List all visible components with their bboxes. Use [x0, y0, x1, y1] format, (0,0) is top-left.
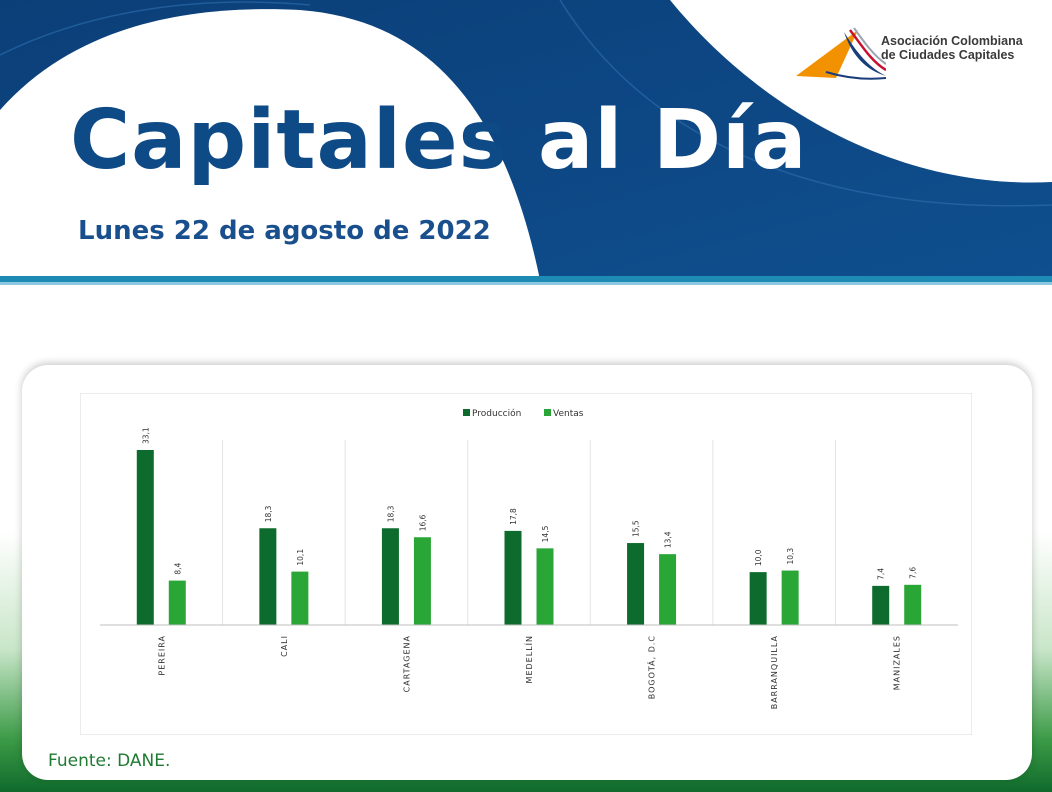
title-part-2: al Día: [537, 93, 808, 188]
data-label: 14,5: [541, 525, 550, 542]
logo-swoosh-icon: [796, 27, 887, 80]
header-bottom-stripe: [0, 276, 1052, 282]
bar-produccion: [136, 450, 154, 625]
header-corner-white: [670, 0, 1052, 183]
data-label: 15,5: [632, 520, 641, 537]
date-subtitle: Lunes 22 de agosto de 2022: [78, 216, 491, 246]
bar-produccion: [627, 543, 645, 625]
data-label: 18,3: [264, 505, 273, 522]
header-banner: [0, 0, 1052, 285]
data-label: 13,4: [664, 531, 673, 548]
chart-dividers: [222, 440, 836, 625]
legend-label-1: Ventas: [553, 409, 584, 419]
bar-produccion: [749, 572, 767, 625]
chart-value-labels: 33,1 8,4 18,3 10,1 18,3 16,6 17,8 14,5 15,5 13,4 1…: [141, 427, 917, 580]
header-curve-line-left: [0, 1, 311, 56]
category-label: MEDELLÍN: [523, 635, 534, 683]
bar-produccion: [381, 528, 399, 625]
bar-produccion: [504, 530, 522, 625]
data-label: 17,8: [509, 508, 518, 525]
header-bottom-stripe-light: [0, 282, 1052, 285]
logo-text-line-1: Asociación Colombiana: [881, 34, 1023, 48]
category-label: CARTAGENA: [402, 635, 411, 692]
bar-ventas: [168, 580, 186, 625]
legend-swatch-1: [544, 409, 551, 416]
bar-ventas: [413, 537, 431, 625]
category-label: BARRANQUILLA: [770, 635, 779, 709]
title-part-1: Capitales: [70, 93, 509, 188]
category-label: BOGOTÁ, D.C: [646, 635, 657, 699]
chart-legend: Producción Ventas: [463, 408, 584, 419]
header-curve-line: [559, 0, 1052, 207]
logo: Asociación Colombiana de Ciudades Capita…: [796, 26, 1036, 82]
category-label: PEREIRA: [157, 635, 166, 676]
data-label: 10,3: [786, 548, 795, 565]
logo-text-line-2: de Ciudades Capitales: [881, 48, 1015, 62]
chart-category-labels: PEREIRA CALI CARTAGENA MEDELLÍN BOGOTÁ, D.C B…: [157, 635, 901, 709]
logo-text: Asociación Colombiana de Ciudades Capita…: [881, 34, 1023, 62]
data-label: 8,4: [173, 562, 182, 574]
bar-produccion: [259, 528, 277, 625]
legend-label-0: Producción: [472, 408, 521, 419]
category-label: MANIZALES: [893, 635, 902, 690]
data-label: 18,3: [386, 505, 395, 522]
page-title: Capitales al Día: [70, 100, 807, 182]
data-label: 10,1: [296, 549, 305, 566]
bar-ventas: [536, 548, 554, 625]
data-label: 16,6: [418, 514, 427, 531]
bar-chart: Producción Ventas 33,1 8,4 18,3 10,1 18,3 16,6…: [80, 393, 972, 735]
data-label: 33,1: [141, 427, 150, 444]
bar-ventas: [904, 584, 922, 625]
chart-area: [80, 393, 972, 735]
chart-bars: [136, 450, 922, 625]
data-label: 7,4: [877, 568, 886, 580]
category-label: CALI: [280, 635, 289, 657]
bar-ventas: [781, 570, 799, 625]
legend-swatch-0: [463, 409, 470, 416]
source-note: Fuente: DANE.: [48, 751, 171, 771]
bar-produccion: [872, 585, 890, 625]
data-label: 7,6: [909, 567, 918, 579]
bar-ventas: [291, 571, 309, 625]
bar-ventas: [659, 554, 677, 625]
data-label: 10,0: [754, 549, 763, 566]
header-white-swoosh: [0, 9, 540, 281]
